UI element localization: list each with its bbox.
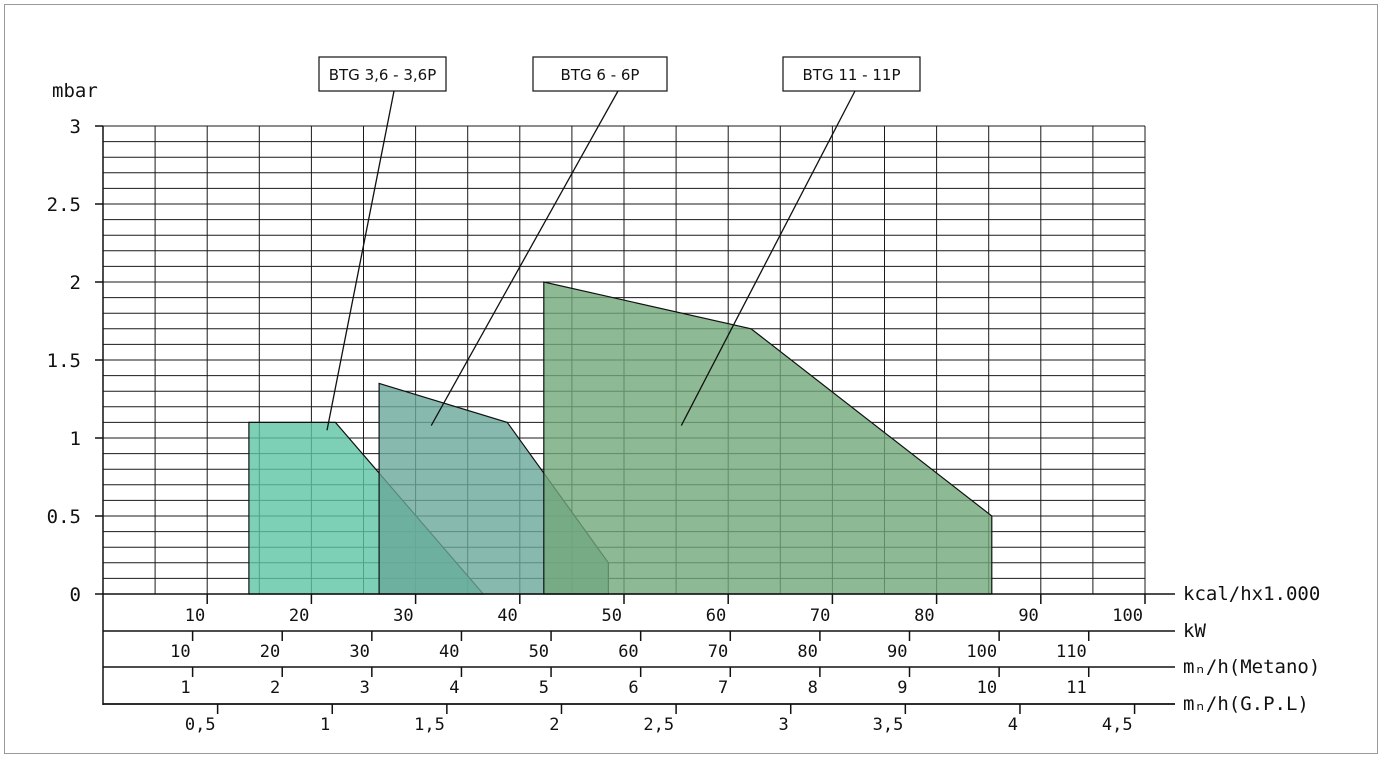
- x-tick-label: 2: [270, 678, 280, 698]
- chart-frame: [4, 4, 1378, 754]
- x-tick-label: 30: [349, 642, 369, 662]
- x-tick-label: 4: [1008, 715, 1018, 735]
- y-tick-label: 0: [70, 584, 81, 606]
- x-tick-label: 4: [449, 678, 459, 698]
- x-tick-label: 3: [778, 715, 788, 735]
- x-axis-title: mₙ/h(Metano): [1183, 656, 1320, 678]
- x-tick-label: 50: [602, 606, 622, 626]
- y-axis-title: mbar: [52, 80, 98, 102]
- y-tick-label: 2.5: [47, 194, 81, 216]
- x-tick-label: 4,5: [1102, 715, 1133, 735]
- x-tick-label: 1: [180, 678, 190, 698]
- y-tick-label: 1.5: [47, 350, 81, 372]
- x-tick-label: 90: [887, 642, 907, 662]
- x-tick-label: 20: [289, 606, 309, 626]
- annotation-box: [782, 56, 921, 92]
- x-tick-label: 70: [810, 606, 830, 626]
- annotation-label: BTG 6 - 6P: [561, 66, 640, 84]
- x-tick-label: 80: [797, 642, 817, 662]
- annotation-leader-line: [326, 90, 395, 431]
- y-tick-label: 2: [70, 272, 81, 294]
- x-tick-label: 30: [393, 606, 413, 626]
- x-tick-label: 8: [808, 678, 818, 698]
- x-tick-label: 1: [320, 715, 330, 735]
- x-tick-label: 40: [497, 606, 517, 626]
- annotation-box: [532, 56, 668, 92]
- y-tick-label: 0.5: [47, 506, 81, 528]
- x-tick-label: 50: [529, 642, 549, 662]
- x-tick-label: 100: [1112, 606, 1143, 626]
- x-tick-label: 0,5: [185, 715, 216, 735]
- x-axis-title: kW: [1183, 620, 1206, 642]
- x-tick-label: 3,5: [873, 715, 904, 735]
- annotation-leader-line: [680, 90, 856, 426]
- x-tick-label: 100: [966, 642, 997, 662]
- x-tick-label: 70: [708, 642, 728, 662]
- x-tick-label: 7: [718, 678, 728, 698]
- x-tick-label: 90: [1018, 606, 1038, 626]
- x-tick-label: 3: [360, 678, 370, 698]
- x-tick-label: 2,5: [643, 715, 674, 735]
- x-tick-label: 2: [549, 715, 559, 735]
- x-tick-label: 110: [1056, 642, 1087, 662]
- x-tick-label: 80: [914, 606, 934, 626]
- x-tick-label: 1,5: [414, 715, 445, 735]
- x-tick-label: 60: [618, 642, 638, 662]
- y-tick-label: 3: [70, 116, 81, 138]
- annotation-leader-line: [430, 90, 619, 426]
- x-axis-title: mₙ/h(G.P.L): [1183, 693, 1309, 715]
- x-tick-label: 10: [170, 642, 190, 662]
- x-axis-title: kcal/hx1.000: [1183, 583, 1320, 605]
- x-tick-label: 9: [897, 678, 907, 698]
- x-tick-label: 60: [706, 606, 726, 626]
- x-tick-label: 6: [628, 678, 638, 698]
- annotation-label: BTG 3,6 - 3,6P: [329, 66, 437, 84]
- x-tick-label: 20: [260, 642, 280, 662]
- annotation-label: BTG 11 - 11P: [802, 66, 900, 84]
- x-tick-label: 5: [539, 678, 549, 698]
- x-tick-label: 10: [977, 678, 997, 698]
- annotation-box: [318, 56, 447, 92]
- x-tick-label: 11: [1066, 678, 1086, 698]
- y-tick-label: 1: [70, 428, 81, 450]
- x-tick-label: 10: [185, 606, 205, 626]
- x-tick-label: 40: [439, 642, 459, 662]
